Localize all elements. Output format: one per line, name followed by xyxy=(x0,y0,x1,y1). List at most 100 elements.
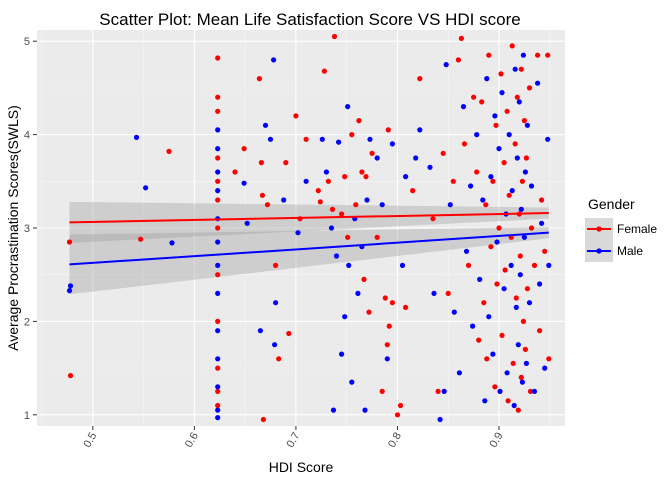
data-point-male xyxy=(492,113,497,118)
data-point-male xyxy=(215,127,220,132)
data-point-male xyxy=(537,281,542,286)
data-point-female xyxy=(542,249,547,254)
data-point-female xyxy=(446,291,451,296)
data-point-female xyxy=(215,319,220,324)
data-point-female xyxy=(537,328,542,333)
y-tick-label: 4 xyxy=(24,130,30,142)
data-point-female xyxy=(215,155,220,160)
data-point-female xyxy=(481,300,486,305)
data-point-female xyxy=(506,398,511,403)
data-point-female xyxy=(476,338,481,343)
data-point-male xyxy=(273,300,278,305)
data-point-male xyxy=(513,67,518,72)
y-tick-label: 5 xyxy=(24,36,30,48)
data-point-female xyxy=(503,267,508,272)
data-point-female xyxy=(257,76,262,81)
data-point-male xyxy=(342,314,347,319)
data-point-female xyxy=(353,202,358,207)
data-point-male xyxy=(482,398,487,403)
data-point-male xyxy=(452,310,457,315)
data-point-male xyxy=(215,415,220,420)
data-point-male xyxy=(468,183,473,188)
data-point-female xyxy=(496,225,501,230)
data-point-male xyxy=(258,328,263,333)
data-point-female xyxy=(261,417,266,422)
data-point-male xyxy=(505,370,510,375)
data-point-female xyxy=(215,403,220,408)
legend-dot-male xyxy=(596,248,601,253)
y-axis-label: Average Procrastination Scores(SWLS) xyxy=(5,105,21,351)
data-point-male xyxy=(525,123,530,128)
data-point-female xyxy=(527,85,532,90)
data-point-male xyxy=(521,53,526,58)
data-point-female xyxy=(349,132,354,137)
data-point-male xyxy=(502,286,507,291)
data-point-male xyxy=(346,263,351,268)
data-point-male xyxy=(215,384,220,389)
data-point-female xyxy=(330,207,335,212)
data-point-male xyxy=(494,239,499,244)
x-tick-label: 0.7 xyxy=(284,431,302,450)
data-point-male xyxy=(68,283,73,288)
x-axis-ticks: 0.5 0.6 0.7 0.8 0.9 xyxy=(81,426,505,450)
data-point-female xyxy=(215,197,220,202)
data-point-female xyxy=(451,179,456,184)
data-point-male xyxy=(215,146,220,151)
data-point-female xyxy=(507,193,512,198)
data-point-male xyxy=(295,230,300,235)
data-point-female xyxy=(539,197,544,202)
data-point-male xyxy=(215,408,220,413)
data-point-male xyxy=(546,263,551,268)
x-tick-label: 0.6 xyxy=(183,431,201,450)
data-point-female xyxy=(322,69,327,74)
data-point-female xyxy=(215,109,220,114)
data-point-female xyxy=(498,71,503,76)
legend-dot-female xyxy=(596,226,601,231)
data-point-male xyxy=(215,239,220,244)
data-point-male xyxy=(355,291,360,296)
data-point-male xyxy=(385,356,390,361)
data-point-male xyxy=(519,207,524,212)
data-point-female xyxy=(484,356,489,361)
data-point-male xyxy=(431,291,436,296)
data-point-male xyxy=(542,366,547,371)
data-point-female xyxy=(519,67,524,72)
data-point-female xyxy=(474,169,479,174)
data-point-female xyxy=(521,319,526,324)
legend-label-male: Male xyxy=(617,244,643,258)
data-point-female xyxy=(293,113,298,118)
data-point-female xyxy=(370,151,375,156)
x-axis-label: HDI Score xyxy=(269,459,334,475)
data-point-female xyxy=(529,225,534,230)
data-point-female xyxy=(383,295,388,300)
data-point-female xyxy=(138,237,143,242)
data-point-male xyxy=(367,137,372,142)
data-point-female xyxy=(215,179,220,184)
y-tick-label: 2 xyxy=(24,316,30,328)
data-point-female xyxy=(471,95,476,100)
data-point-female xyxy=(511,361,516,366)
data-point-female xyxy=(486,53,491,58)
data-point-male xyxy=(242,181,247,186)
data-point-male xyxy=(545,137,550,142)
data-point-male xyxy=(442,389,447,394)
data-point-female xyxy=(215,366,220,371)
data-point-female xyxy=(532,263,537,268)
data-point-male xyxy=(336,140,341,145)
data-point-female xyxy=(466,263,471,268)
data-point-male xyxy=(532,389,537,394)
data-point-male xyxy=(320,137,325,142)
data-point-female xyxy=(366,310,371,315)
data-point-male xyxy=(304,179,309,184)
data-point-female xyxy=(403,305,408,310)
data-point-male xyxy=(375,155,380,160)
data-point-male xyxy=(334,253,339,258)
data-point-female xyxy=(522,118,527,123)
data-point-male xyxy=(535,81,540,86)
data-point-female xyxy=(166,149,171,154)
data-point-male xyxy=(329,225,334,230)
data-point-male xyxy=(417,127,422,132)
data-point-female xyxy=(375,235,380,240)
data-point-male xyxy=(281,197,286,202)
data-point-female xyxy=(215,95,220,100)
